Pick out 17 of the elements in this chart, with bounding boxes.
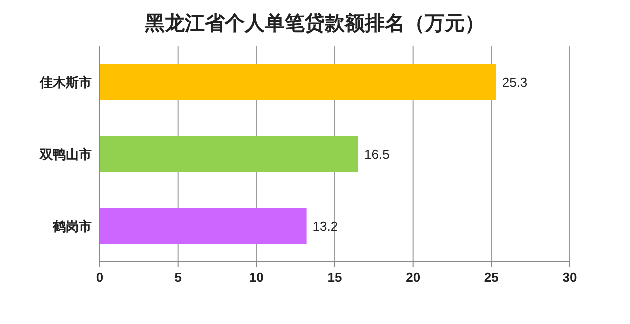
bar: [100, 64, 496, 100]
data-label: 13.2: [312, 219, 338, 234]
y-tick-label: 佳木斯市: [39, 75, 92, 90]
x-tick-label: 20: [406, 270, 421, 285]
x-tick-label: 15: [328, 270, 342, 285]
data-label: 16.5: [364, 147, 390, 162]
bar: [100, 208, 307, 244]
x-tick-label: 0: [96, 270, 104, 285]
y-tick-label: 鹤岗市: [52, 219, 92, 234]
x-tick-label: 10: [249, 270, 264, 285]
data-label: 25.3: [502, 75, 528, 90]
x-tick-label: 25: [484, 270, 499, 285]
x-tick-label: 5: [174, 270, 182, 285]
y-tick-label: 双鸭山市: [39, 147, 92, 162]
bar: [100, 136, 358, 172]
x-tick-label: 30: [562, 270, 578, 285]
chart-title: 黑龙江省个人单笔贷款额排名（万元）: [144, 12, 485, 35]
